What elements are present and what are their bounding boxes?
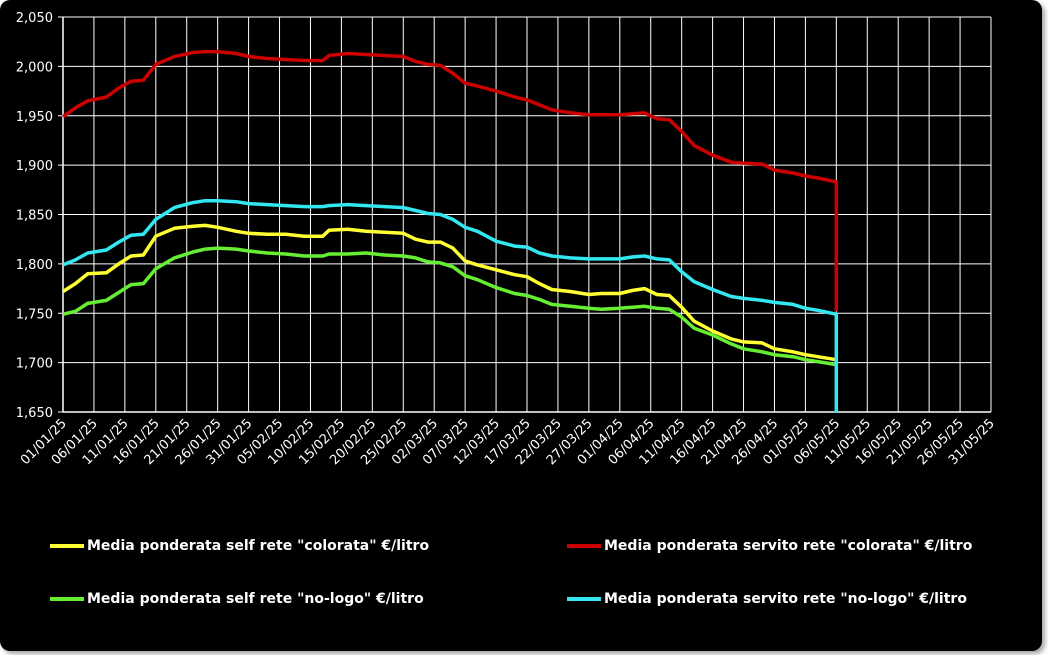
y-tick-label: 1,800 [16,258,53,273]
y-axis-tick-labels: 1,650 1,700 1,750 1,800 1,850 1,900 1,950 2,000… [16,11,53,421]
legend-label: Media ponderata servito rete "no-logo" €… [604,591,967,607]
legend-swatch [567,597,601,601]
y-tick-label: 1,850 [16,209,53,224]
y-tick-label: 1,950 [16,110,53,125]
y-tick-label: 1,900 [16,159,53,174]
series-lines [61,49,839,413]
series-line [62,246,837,367]
series-line [62,223,837,362]
y-tick-label: 2,050 [16,11,53,26]
legend-label: Media ponderata self rete "colorata" €/l… [87,538,430,554]
legend-label: Media ponderata servito rete "colorata" … [604,538,973,554]
y-tick-label: 1,650 [16,406,53,421]
series-line [62,198,839,413]
legend-item-servito-colorata: Media ponderata servito rete "colorata" … [567,538,972,554]
legend-item-self-nologo: Media ponderata self rete "no-logo" €/li… [50,591,424,607]
legend-item-self-colorata: Media ponderata self rete "colorata" €/l… [50,538,429,554]
grid [58,16,992,413]
y-tick-label: 1,700 [16,357,53,372]
legend-label: Media ponderata self rete "no-logo" €/li… [87,591,424,607]
y-tick-label: 2,000 [16,60,53,75]
legend-item-servito-nologo: Media ponderata servito rete "no-logo" €… [567,591,967,607]
legend-swatch [50,597,84,601]
legend-swatch [50,544,84,548]
y-tick-label: 1,750 [16,307,53,322]
series-line [61,49,839,312]
x-axis-tick-labels: 01/01/2506/01/2511/01/2516/01/2521/01/25… [18,416,998,468]
legend-swatch [567,544,601,548]
